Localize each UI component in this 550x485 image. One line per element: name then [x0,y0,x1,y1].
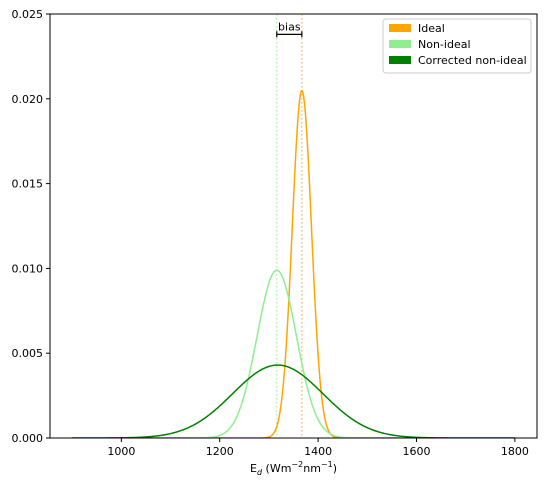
x-tick-label: 1600 [402,445,430,458]
x-tick-label: 1200 [206,445,234,458]
bias-label: bias [278,20,301,33]
series-line-non-ideal [72,269,515,438]
y-tick-label: 0.020 [12,93,44,106]
x-tick-label: 1800 [501,445,529,458]
axes: 1000 1200 1400 1600 1800 0.000 0.005 0.010 0.015… [12,8,538,477]
legend-swatch [389,40,411,48]
y-tick-label: 0.010 [12,262,44,275]
legend-label: Corrected non-ideal [418,54,527,67]
x-tick-label: 1000 [107,445,135,458]
legend-box [382,18,532,74]
x-tick-label: 1400 [304,445,332,458]
x-axis-label: Ed (Wm−2nm−1) [250,460,337,477]
y-tick-label: 0.015 [12,178,44,191]
y-tick-label: 0.005 [12,347,44,360]
plot-area [72,14,515,438]
y-tick-label: 0.000 [12,432,44,445]
legend-label: Ideal [418,22,445,35]
y-tick-label: 0.025 [12,8,44,21]
series-line-ideal [72,89,515,438]
series-line-corrected-non-ideal [72,364,515,438]
legend-swatch [389,24,411,32]
legend-label: Non-ideal [418,38,471,51]
legend-swatch [389,56,411,64]
axes-frame [49,13,538,439]
legend: Ideal Non-ideal Corrected non-ideal [382,18,532,74]
